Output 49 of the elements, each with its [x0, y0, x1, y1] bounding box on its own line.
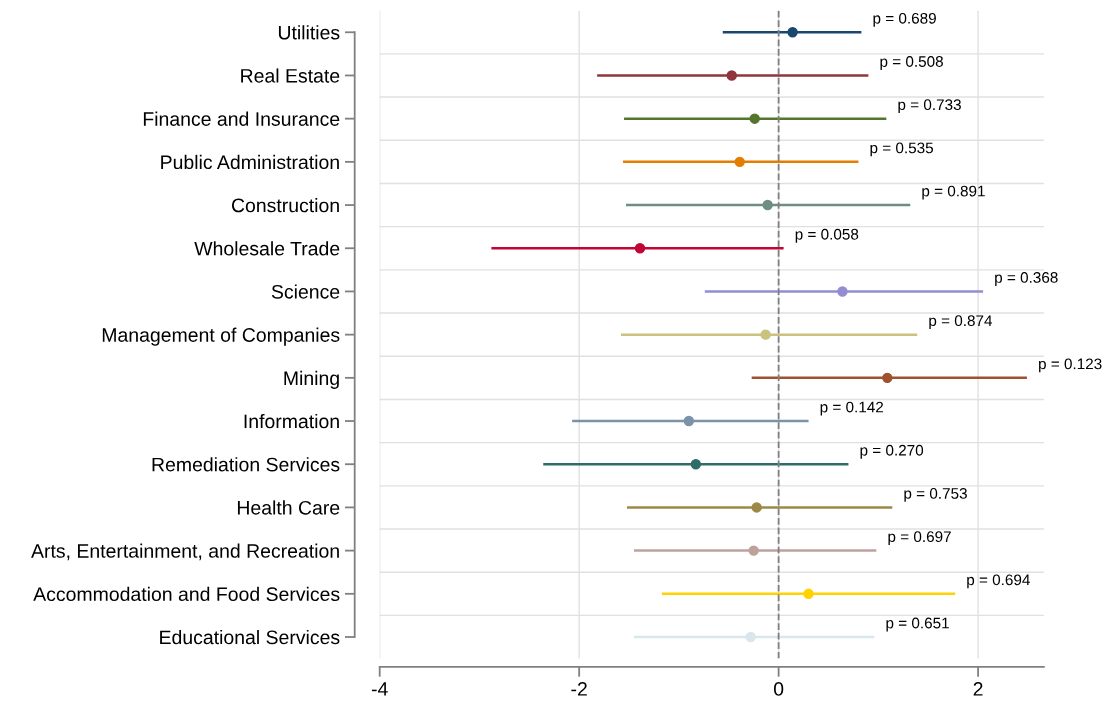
point: [803, 588, 814, 600]
y-tick-label: Finance and Insurance: [143, 111, 340, 126]
point: [751, 502, 762, 513]
y-tick-label: Information: [244, 413, 339, 429]
annotation: p = 0.874: [929, 315, 993, 330]
point: [745, 631, 756, 643]
point: [690, 459, 702, 470]
x-tick-label: 0: [773, 682, 784, 696]
y-tick-label: Accommodation and Food Services: [33, 586, 340, 602]
point: [726, 70, 737, 81]
annotation: p = 0.123: [1039, 358, 1102, 373]
y-tick-label: Utilities: [278, 25, 340, 40]
annotation: p = 0.058: [795, 228, 859, 243]
x-tick-label: 2: [973, 682, 983, 696]
annotation: p = 0.733: [898, 99, 961, 114]
y-tick-label: Real Estate: [241, 68, 340, 83]
annotation: p = 0.142: [820, 401, 884, 416]
annotation: p = 0.270: [860, 444, 924, 459]
point: [760, 329, 771, 340]
y-tick-label: Wholesale Trade: [194, 241, 340, 256]
point: [762, 199, 773, 211]
y-tick-label: Construction: [231, 198, 339, 213]
point: [634, 243, 646, 254]
annotation: p = 0.651: [886, 617, 949, 632]
y-tick-label: Health Care: [237, 500, 340, 515]
point: [748, 545, 759, 556]
x-tick-label: -2: [571, 682, 587, 696]
annotation: p = 0.697: [888, 531, 951, 546]
point: [749, 113, 760, 124]
annotation: p = 0.368: [995, 272, 1058, 286]
y-tick-label: Management of Companies: [102, 327, 340, 346]
annotation: p = 0.508: [880, 56, 943, 70]
y-tick-label: Public Administration: [161, 154, 339, 170]
annotation: p = 0.535: [870, 142, 934, 157]
annotation: p = 0.694: [967, 574, 1030, 589]
point: [683, 415, 695, 427]
point: [882, 372, 893, 384]
annotation: p = 0.753: [904, 488, 967, 502]
point: [734, 156, 745, 168]
y-tick-label: Remediation Services: [152, 457, 340, 472]
y-tick-label: Educational Services: [160, 629, 340, 645]
point: [787, 27, 798, 38]
y-tick-label: Science: [271, 284, 340, 299]
annotation: p = 0.891: [922, 185, 985, 200]
y-tick-label: Mining: [284, 370, 339, 389]
x-tick-label: -4: [371, 682, 388, 696]
point: [837, 286, 848, 297]
annotation: p = 0.689: [873, 12, 936, 27]
y-tick-label: Arts, Entertainment, and Recreation: [31, 543, 339, 561]
